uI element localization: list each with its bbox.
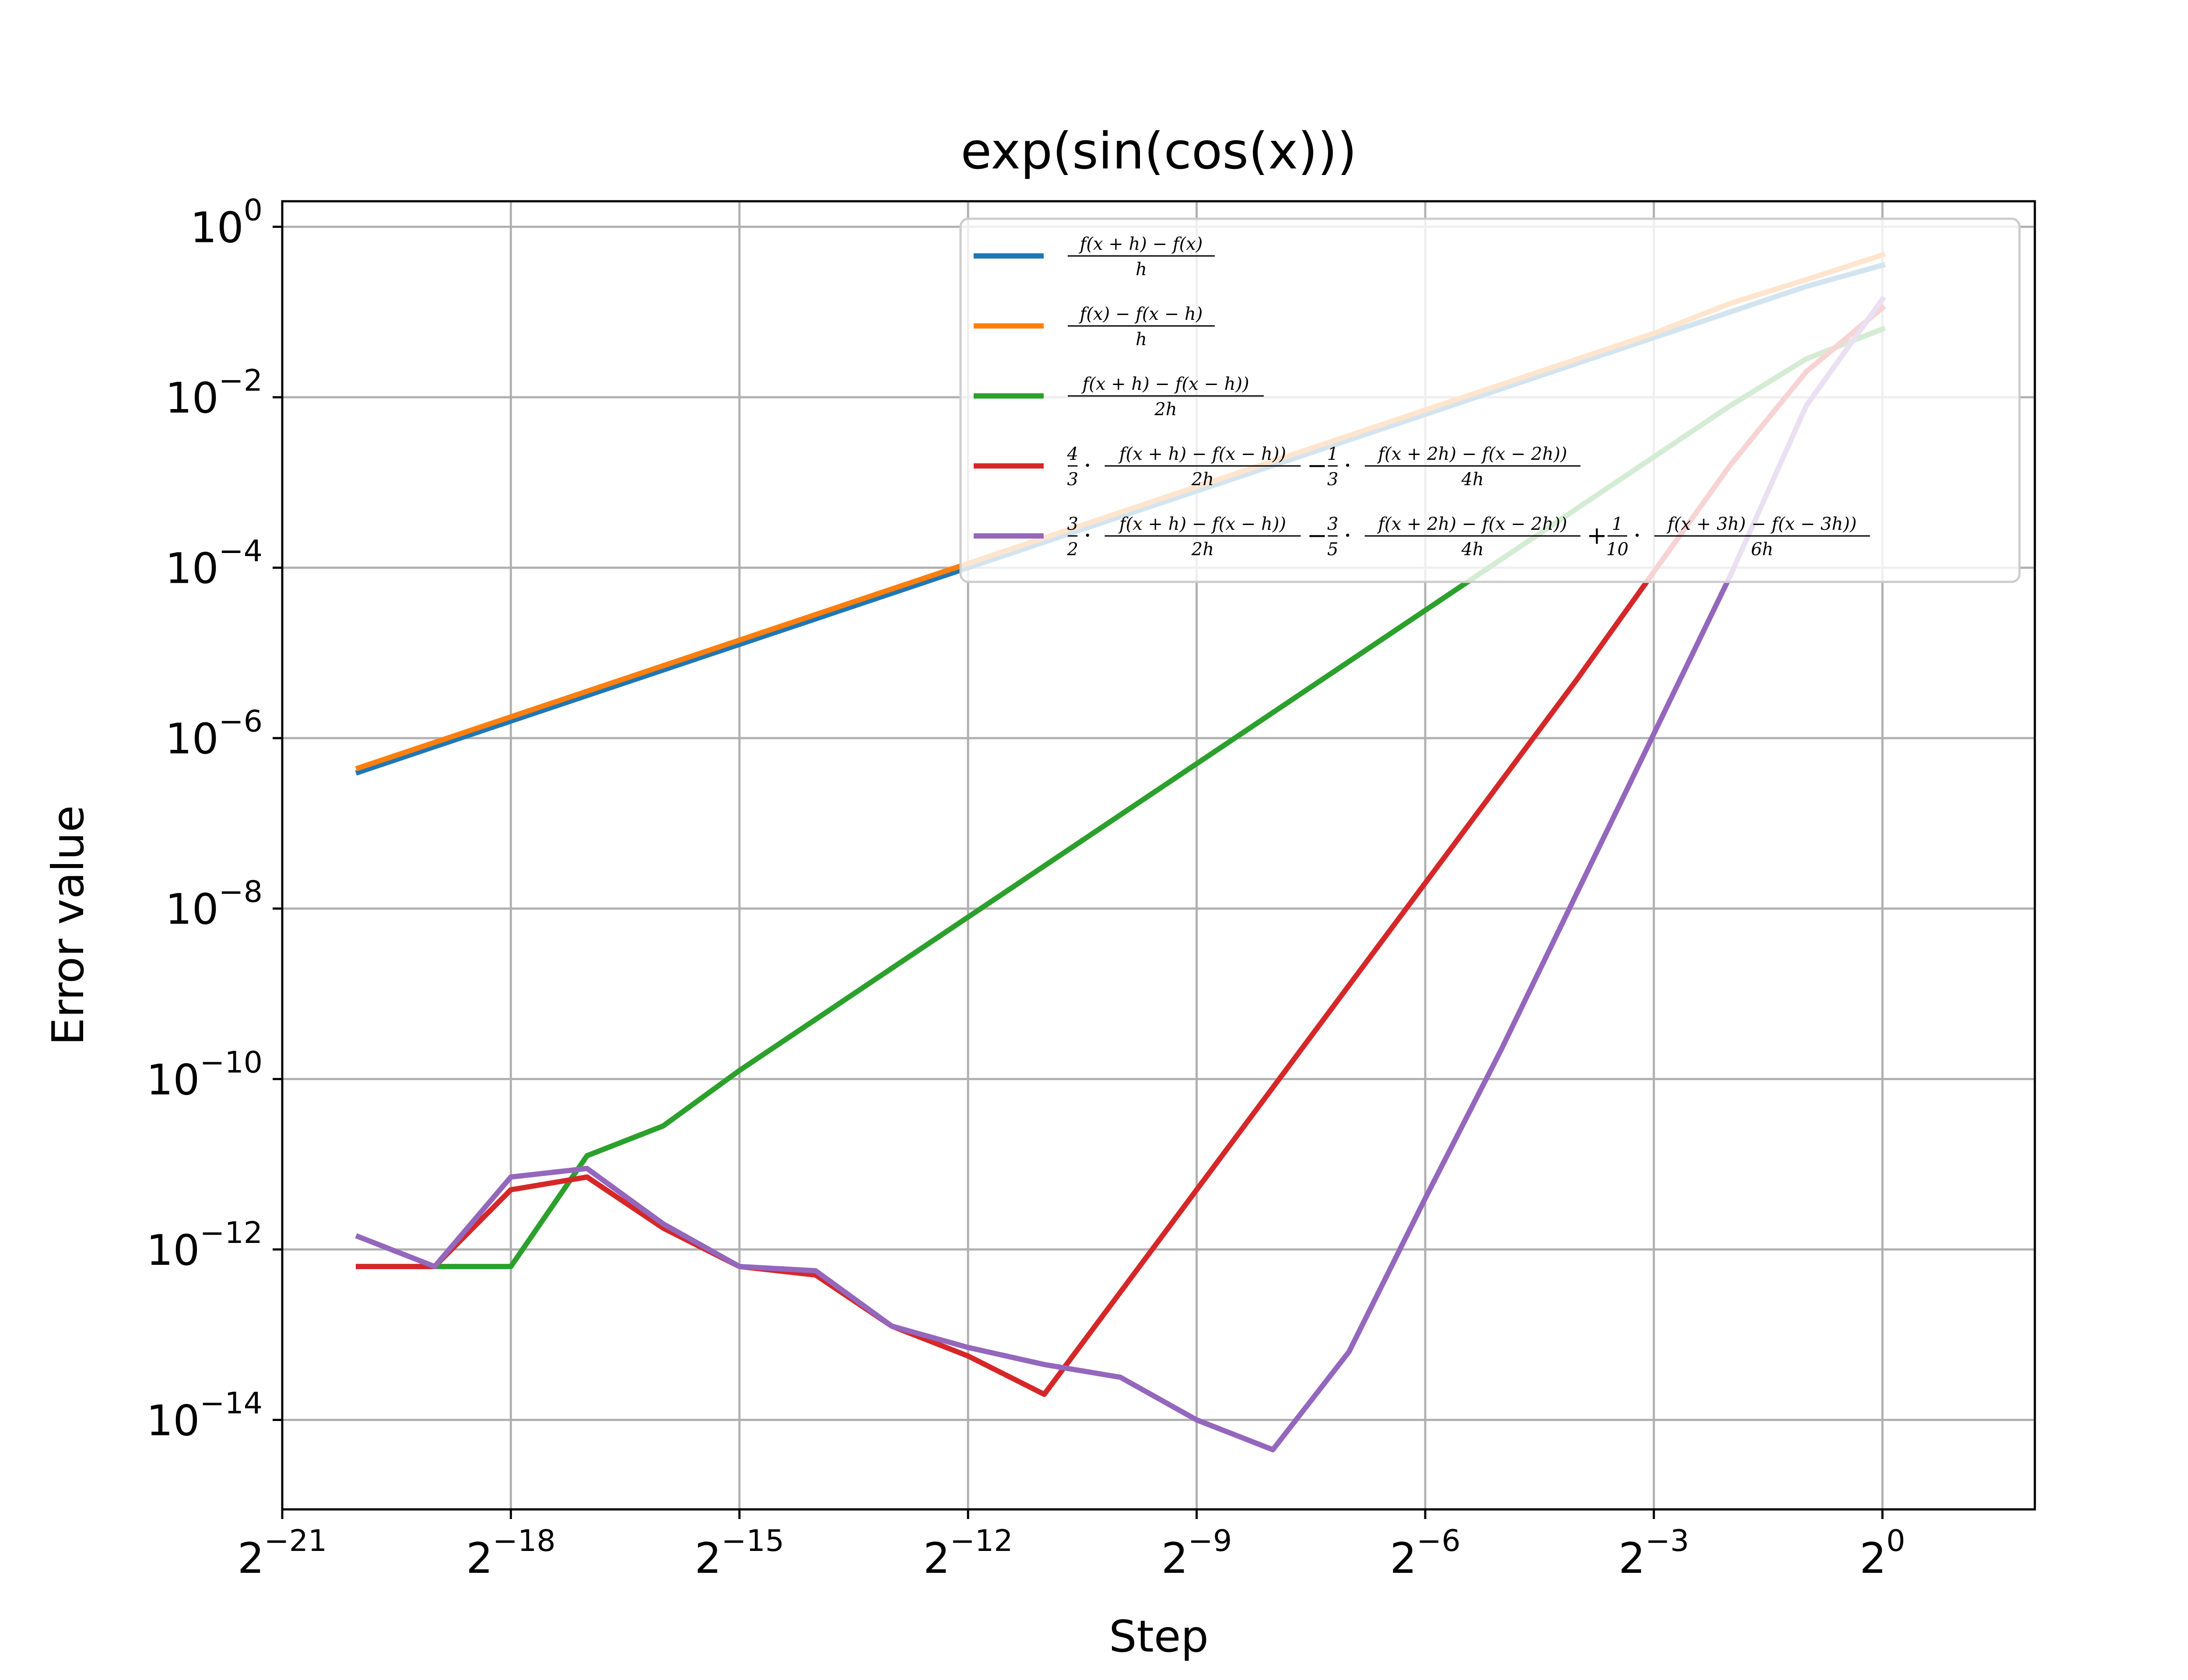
svg-text:·: · — [1344, 522, 1352, 550]
svg-text:f(x + h) − f(x − h)): f(x + h) − f(x − h)) — [1081, 374, 1249, 394]
svg-text:3: 3 — [1067, 469, 1078, 490]
svg-text:3: 3 — [1327, 469, 1338, 490]
legend-item-richardson: 43 · f(x + h) − f(x − h))2h −13 · f(x + 2h) −… — [974, 444, 1581, 490]
series-line-richardson3 — [355, 295, 1886, 1452]
x-tick-label: 2−21 — [238, 1524, 327, 1583]
svg-text:h: h — [1136, 329, 1147, 350]
svg-text:6h: 6h — [1751, 539, 1773, 560]
x-tick-label: 2−6 — [1390, 1524, 1460, 1583]
svg-text:−: − — [1307, 522, 1327, 550]
svg-text:1: 1 — [1612, 514, 1623, 534]
svg-text:·: · — [1344, 452, 1352, 480]
svg-text:f(x) − f(x − h): f(x) − f(x − h) — [1079, 304, 1203, 324]
svg-text:f(x + 2h) − f(x − 2h)): f(x + 2h) − f(x − 2h)) — [1377, 514, 1567, 534]
svg-text:f(x + h) − f(x − h)): f(x + h) − f(x − h)) — [1118, 514, 1286, 534]
svg-text:2h: 2h — [1191, 469, 1214, 490]
svg-text:+: + — [1587, 522, 1607, 550]
svg-text:·: · — [1083, 522, 1091, 550]
x-tick-label: 2−3 — [1619, 1524, 1689, 1583]
svg-text:h: h — [1136, 259, 1147, 280]
chart-title: exp(sin(cos(x))) — [961, 122, 1357, 181]
svg-text:·: · — [1083, 452, 1091, 480]
axis-ticks: 2−21 2−18 2−15 2−12 2−9 2−6 2−3 2010010−210−410… — [146, 193, 1905, 1583]
svg-text:f(x + h) − f(x − h)): f(x + h) − f(x − h)) — [1118, 444, 1286, 464]
legend-item-richardson3: 32 · f(x + h) − f(x − h))2h −35 · f(x + 2h) −… — [974, 514, 1870, 560]
x-tick-label: 20 — [1860, 1524, 1905, 1583]
svg-text:1: 1 — [1327, 444, 1338, 464]
y-axis-label: Error value — [42, 805, 94, 1046]
x-tick-label: 2−12 — [923, 1524, 1013, 1583]
svg-text:f(x + 3h) − f(x − 3h)): f(x + 3h) − f(x − 3h)) — [1666, 514, 1857, 534]
legend-box — [959, 217, 2021, 583]
svg-text:10: 10 — [1606, 539, 1629, 560]
legend: f(x + h) − f(x)hf(x) − f(x − h)hf(x + h)… — [959, 217, 2021, 583]
legend-item-forward: f(x + h) − f(x) h — [974, 234, 1215, 280]
y-tick-label: 10−8 — [165, 875, 263, 934]
y-tick-label: 10−2 — [165, 364, 263, 423]
x-tick-label: 2−9 — [1161, 1524, 1232, 1583]
svg-text:−: − — [1307, 452, 1327, 480]
svg-text:5: 5 — [1327, 539, 1338, 560]
svg-text:3: 3 — [1067, 514, 1078, 534]
x-tick-label: 2−18 — [466, 1524, 556, 1583]
plot-frame — [281, 200, 2036, 1511]
x-tick-label: 2−15 — [694, 1524, 784, 1583]
y-tick-label: 10−12 — [146, 1216, 263, 1275]
svg-text:2h: 2h — [1191, 539, 1214, 560]
svg-text:4: 4 — [1066, 444, 1078, 464]
y-tick-label: 10−10 — [146, 1045, 263, 1104]
svg-text:f(x + 2h) − f(x − 2h)): f(x + 2h) − f(x − 2h)) — [1377, 444, 1567, 464]
svg-text:4h: 4h — [1461, 539, 1484, 560]
svg-text:f(x + h) − f(x): f(x + h) − f(x) — [1079, 234, 1203, 254]
series-line-richardson — [356, 304, 1886, 1397]
y-tick-label: 10−6 — [165, 704, 263, 763]
x-axis-label: Step — [1109, 1611, 1209, 1662]
svg-text:2: 2 — [1066, 539, 1078, 560]
svg-text:·: · — [1633, 522, 1641, 550]
svg-text:3: 3 — [1327, 514, 1338, 534]
legend-item-backward: f(x) − f(x − h) h — [974, 304, 1215, 350]
y-tick-label: 10−14 — [146, 1386, 263, 1445]
svg-text:4h: 4h — [1461, 469, 1484, 490]
y-tick-label: 10−4 — [165, 534, 263, 593]
legend-item-central: f(x + h) − f(x − h)) 2h — [974, 374, 1264, 420]
y-tick-label: 100 — [190, 193, 263, 252]
svg-text:2h: 2h — [1154, 399, 1177, 420]
